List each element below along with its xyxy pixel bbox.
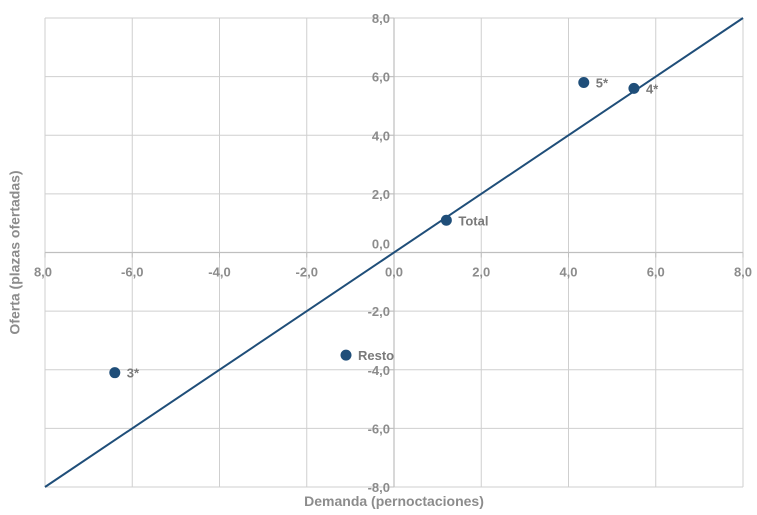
data-label: 5* (596, 75, 609, 90)
y-tick-label: 8,0 (372, 11, 390, 26)
data-point (578, 76, 590, 88)
data-point (628, 82, 640, 94)
x-tick-label: 2,0 (472, 265, 490, 280)
y-axis-title: Oferta (plazas ofertadas) (7, 170, 23, 334)
x-tick-label: -4,0 (208, 265, 230, 280)
x-tick-label: 0,0 (385, 265, 403, 280)
x-tick-label: 8,0 (734, 265, 752, 280)
points-group: 5* 4* Total Resto 3* (109, 75, 659, 381)
y-tick-label: 4,0 (372, 128, 390, 143)
y-tick-label: -2,0 (368, 304, 390, 319)
data-label: Total (458, 213, 488, 228)
x-tick-label: 8,0 (34, 265, 52, 280)
data-point (109, 367, 121, 379)
data-point (340, 349, 352, 361)
y-tick-label: 2,0 (372, 187, 390, 202)
data-label: 4* (646, 81, 659, 96)
y-tick-label: -8,0 (368, 480, 390, 495)
x-tick-label: -2,0 (296, 265, 318, 280)
y-tick-label: 6,0 (372, 70, 390, 85)
data-label: 3* (127, 366, 140, 381)
y-tick-label: -6,0 (368, 421, 390, 436)
data-point (440, 214, 452, 226)
reference-line-group (44, 17, 744, 488)
data-label: Resto (358, 348, 394, 363)
reference-line (44, 17, 744, 488)
y-tick-label: 0,0 (372, 237, 390, 252)
x-tick-label: 6,0 (647, 265, 665, 280)
y-tick-label: -4,0 (368, 363, 390, 378)
x-tick-label: 4,0 (559, 265, 577, 280)
x-axis-title: Demanda (pernoctaciones) (304, 493, 484, 509)
x-tick-label: -6,0 (121, 265, 143, 280)
tick-labels: 8,0 -6,0 -4,0 -2,0 0,0 2,0 4,0 6,0 8,0 -8,0 -6,0 -4… (34, 11, 752, 495)
